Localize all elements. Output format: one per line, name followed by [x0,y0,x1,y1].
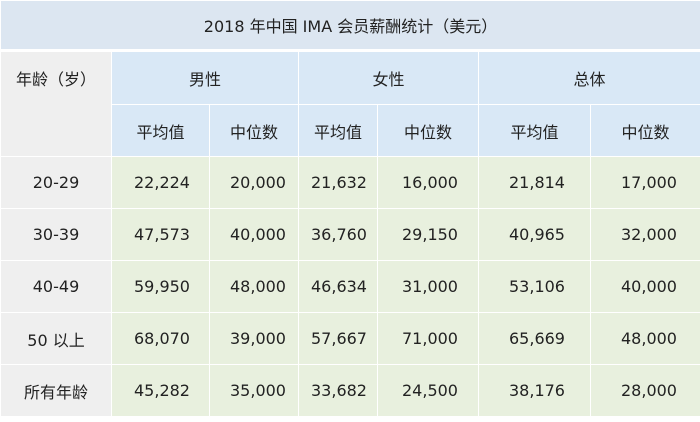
group-header-row: 年龄（岁） 男性 女性 总体 [0,50,700,157]
male-average-cell: 59,950 [111,260,210,313]
female-average-header: 平均值 [298,104,378,157]
table-row: 20-29 22,224 20,000 21,632 16,000 21,814… [0,156,700,209]
female-average-cell: 21,632 [298,156,378,209]
female-median-cell: 71,000 [377,312,479,365]
female-average-cell: 33,682 [298,364,378,417]
age-column-header: 年龄（岁） [0,50,112,157]
total-average-cell: 21,814 [478,156,591,209]
female-group-header: 女性 [298,50,479,105]
female-median-cell: 31,000 [377,260,479,313]
age-group-label: 30-39 [0,208,112,261]
table-row: 50 以上 68,070 39,000 57,667 71,000 65,669… [0,312,700,365]
total-median-header: 中位数 [589,104,700,157]
female-median-header: 中位数 [377,104,479,157]
female-average-cell: 36,760 [298,208,378,261]
total-median-cell: 32,000 [589,208,700,261]
female-median-cell: 24,500 [377,364,479,417]
male-group-header: 男性 [111,50,299,105]
male-median-header: 中位数 [209,104,299,157]
age-group-label: 40-49 [0,260,112,313]
male-average-cell: 22,224 [111,156,210,209]
female-median-cell: 16,000 [377,156,479,209]
table-row: 30-39 47,573 40,000 36,760 29,150 40,965… [0,208,700,261]
age-group-label: 50 以上 [0,312,112,365]
female-average-cell: 57,667 [298,312,378,365]
table-title: 2018 年中国 IMA 会员薪酬统计（美元） [0,0,700,52]
male-average-cell: 45,282 [111,364,210,417]
sub-header-row: 平均值 中位数 平均值 中位数 平均值 中位数 [1,104,700,157]
male-median-cell: 35,000 [209,364,299,417]
total-median-cell: 17,000 [589,156,700,209]
male-median-cell: 40,000 [209,208,299,261]
male-median-cell: 20,000 [209,156,299,209]
total-average-cell: 53,106 [478,260,591,313]
age-group-label: 20-29 [0,156,112,209]
total-median-cell: 48,000 [589,312,700,365]
male-average-cell: 47,573 [111,208,210,261]
male-average-header: 平均值 [111,104,210,157]
title-row: 2018 年中国 IMA 会员薪酬统计（美元） [0,0,700,52]
male-median-cell: 39,000 [209,312,299,365]
table-row: 所有年龄 45,282 35,000 33,682 24,500 38,176 … [0,364,700,417]
male-median-cell: 48,000 [209,260,299,313]
male-average-cell: 68,070 [111,312,210,365]
female-median-cell: 29,150 [377,208,479,261]
total-median-cell: 40,000 [589,260,700,313]
age-group-label: 所有年龄 [0,364,112,417]
total-group-header: 总体 [477,50,700,105]
total-average-cell: 40,965 [478,208,591,261]
total-median-cell: 28,000 [589,364,700,417]
total-average-cell: 65,669 [478,312,591,365]
total-average-cell: 38,176 [478,364,591,417]
female-average-cell: 46,634 [298,260,378,313]
total-average-header: 平均值 [478,104,591,157]
table-row: 40-49 59,950 48,000 46,634 31,000 53,106… [0,260,700,313]
